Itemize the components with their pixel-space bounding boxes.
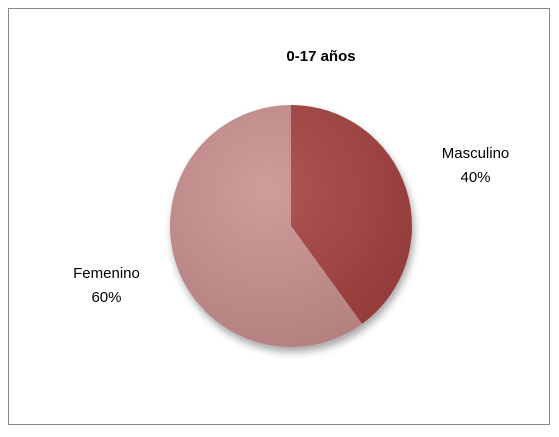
slice-value-label: 40% <box>460 169 490 186</box>
pie <box>169 105 412 347</box>
slice-category-label: Femenino <box>73 265 140 282</box>
slice-category-label: Masculino <box>442 145 510 162</box>
chart-title: 0-17 años <box>286 48 355 65</box>
slice-value-label: 60% <box>91 289 121 306</box>
